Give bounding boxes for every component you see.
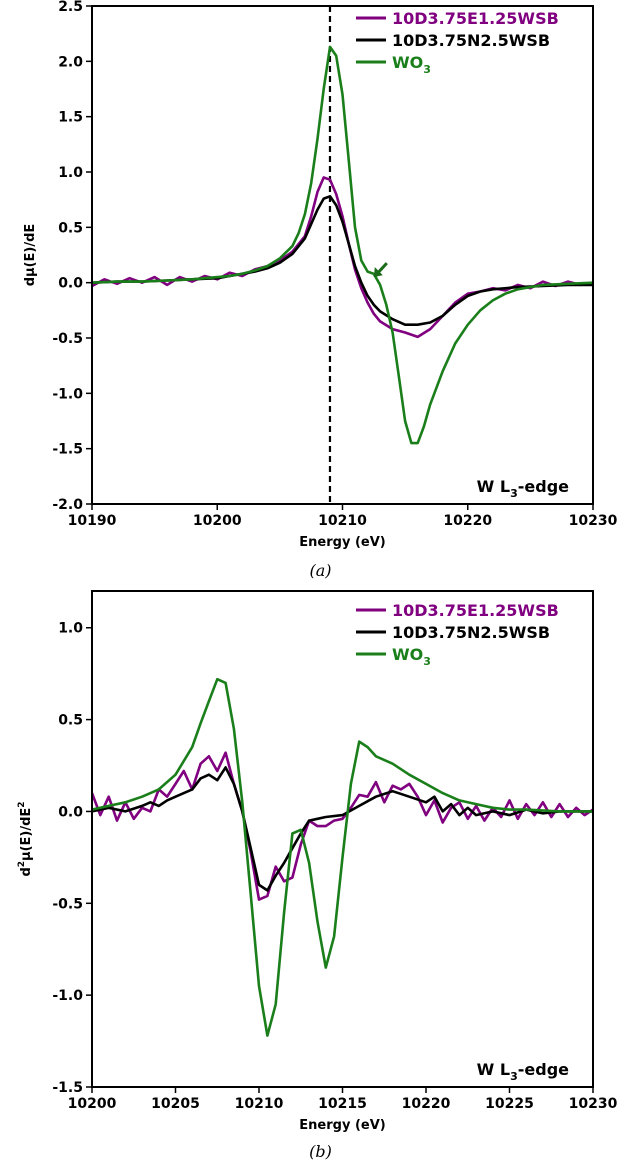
x-tick-label: 10215 [318, 1096, 367, 1112]
y-tick-label: 0.5 [58, 220, 83, 236]
x-tick-label: 10225 [485, 1096, 534, 1112]
legend-label: 10D3.75N2.5WSB [392, 623, 550, 642]
x-tick-label: 10205 [151, 1096, 200, 1112]
series-line-1 [92, 751, 593, 901]
legend-label-text: 10D3.75E1.25WSB [392, 9, 559, 28]
edge-annotation-subscript: 3 [510, 1070, 518, 1083]
y-axis-label: d2μ(E)/dE2 [17, 801, 34, 876]
legend-label: 10D3.75E1.25WSB [392, 9, 559, 28]
plot-frame [91, 5, 594, 505]
y-tick-label: -0.5 [52, 896, 83, 912]
edge-annotation: W L3-edge [477, 1060, 569, 1083]
series-line-3 [92, 677, 593, 1037]
legend-label-text: 10D3.75E1.25WSB [392, 601, 559, 620]
legend-label: WO3 [392, 645, 431, 668]
edge-annotation-rest: -edge [518, 477, 569, 496]
y-axis-label-part: d [19, 867, 34, 876]
edge-annotation-main: W L [477, 477, 510, 496]
y-tick-label: -1.0 [52, 386, 83, 402]
y-tick-label: 1.0 [58, 165, 83, 181]
y-axis-label-superscript: 2 [17, 861, 27, 867]
x-axis-label: Energy (eV) [299, 535, 385, 550]
edge-annotation-subscript: 3 [510, 487, 518, 500]
y-tick-label: 0.5 [58, 713, 83, 729]
x-axis-label: Energy (eV) [299, 1118, 385, 1133]
chart-panel-a: 10190 10200 10210 10220 10230 -2.0 -1.5 -1.0 -0.… [23, 0, 618, 580]
legend-label-text: 10D3.75N2.5WSB [392, 31, 550, 50]
edge-annotation-rest: -edge [518, 1060, 569, 1079]
legend-label: 10D3.75N2.5WSB [392, 31, 550, 50]
y-tick-label: 0.0 [58, 276, 83, 292]
x-tick-label: 10220 [443, 513, 492, 529]
series-line-1 [92, 176, 593, 339]
panel-caption: (a) [309, 561, 331, 580]
y-axis-label: dμ(E)/dE [23, 224, 38, 287]
y-tick-label: -1.5 [52, 1080, 83, 1096]
legend-label-text: WO [392, 53, 423, 72]
legend-label-subscript: 3 [423, 63, 431, 76]
arrow-icon [373, 262, 388, 278]
chart-panel-b: 10200 10205 10210 10215 10220 10225 10230 -1.5 -… [17, 590, 618, 1161]
series-line-3 [92, 45, 593, 445]
y-tick-label: 0.0 [58, 804, 83, 820]
x-tick-label: 10220 [402, 1096, 451, 1112]
arrow-head [373, 267, 383, 278]
x-tick-label: 10190 [68, 513, 117, 529]
x-tick-label: 10210 [318, 513, 367, 529]
y-tick-label: 2.0 [58, 54, 83, 70]
y-tick-label: -0.5 [52, 331, 83, 347]
y-tick-label: 1.5 [58, 110, 83, 126]
edge-annotation-main: W L [477, 1060, 510, 1079]
y-tick-label: -2.0 [52, 497, 83, 513]
y-tick-label: 2.5 [58, 0, 83, 15]
x-tick-label: 10200 [68, 1096, 117, 1112]
x-tick-label: 10230 [569, 513, 618, 529]
y-tick-label: 1.0 [58, 621, 83, 637]
legend-label: WO3 [392, 53, 431, 76]
y-axis-label-superscript: 2 [17, 801, 27, 807]
x-tick-label: 10230 [569, 1096, 618, 1112]
series-line-2 [92, 766, 593, 892]
edge-annotation: W L3-edge [477, 477, 569, 500]
legend-label-subscript: 3 [423, 655, 431, 668]
x-tick-label: 10210 [235, 1096, 284, 1112]
legend-label-text: 10D3.75N2.5WSB [392, 623, 550, 642]
y-tick-label: -1.0 [52, 988, 83, 1004]
plot-frame [91, 590, 594, 1088]
legend-label-text: WO [392, 645, 423, 664]
panel-caption: (b) [309, 1142, 332, 1161]
y-axis-label-part: μ(E)/dE [19, 808, 34, 861]
y-tick-label: -1.5 [52, 442, 83, 458]
x-tick-label: 10200 [193, 513, 242, 529]
legend-label: 10D3.75E1.25WSB [392, 601, 559, 620]
